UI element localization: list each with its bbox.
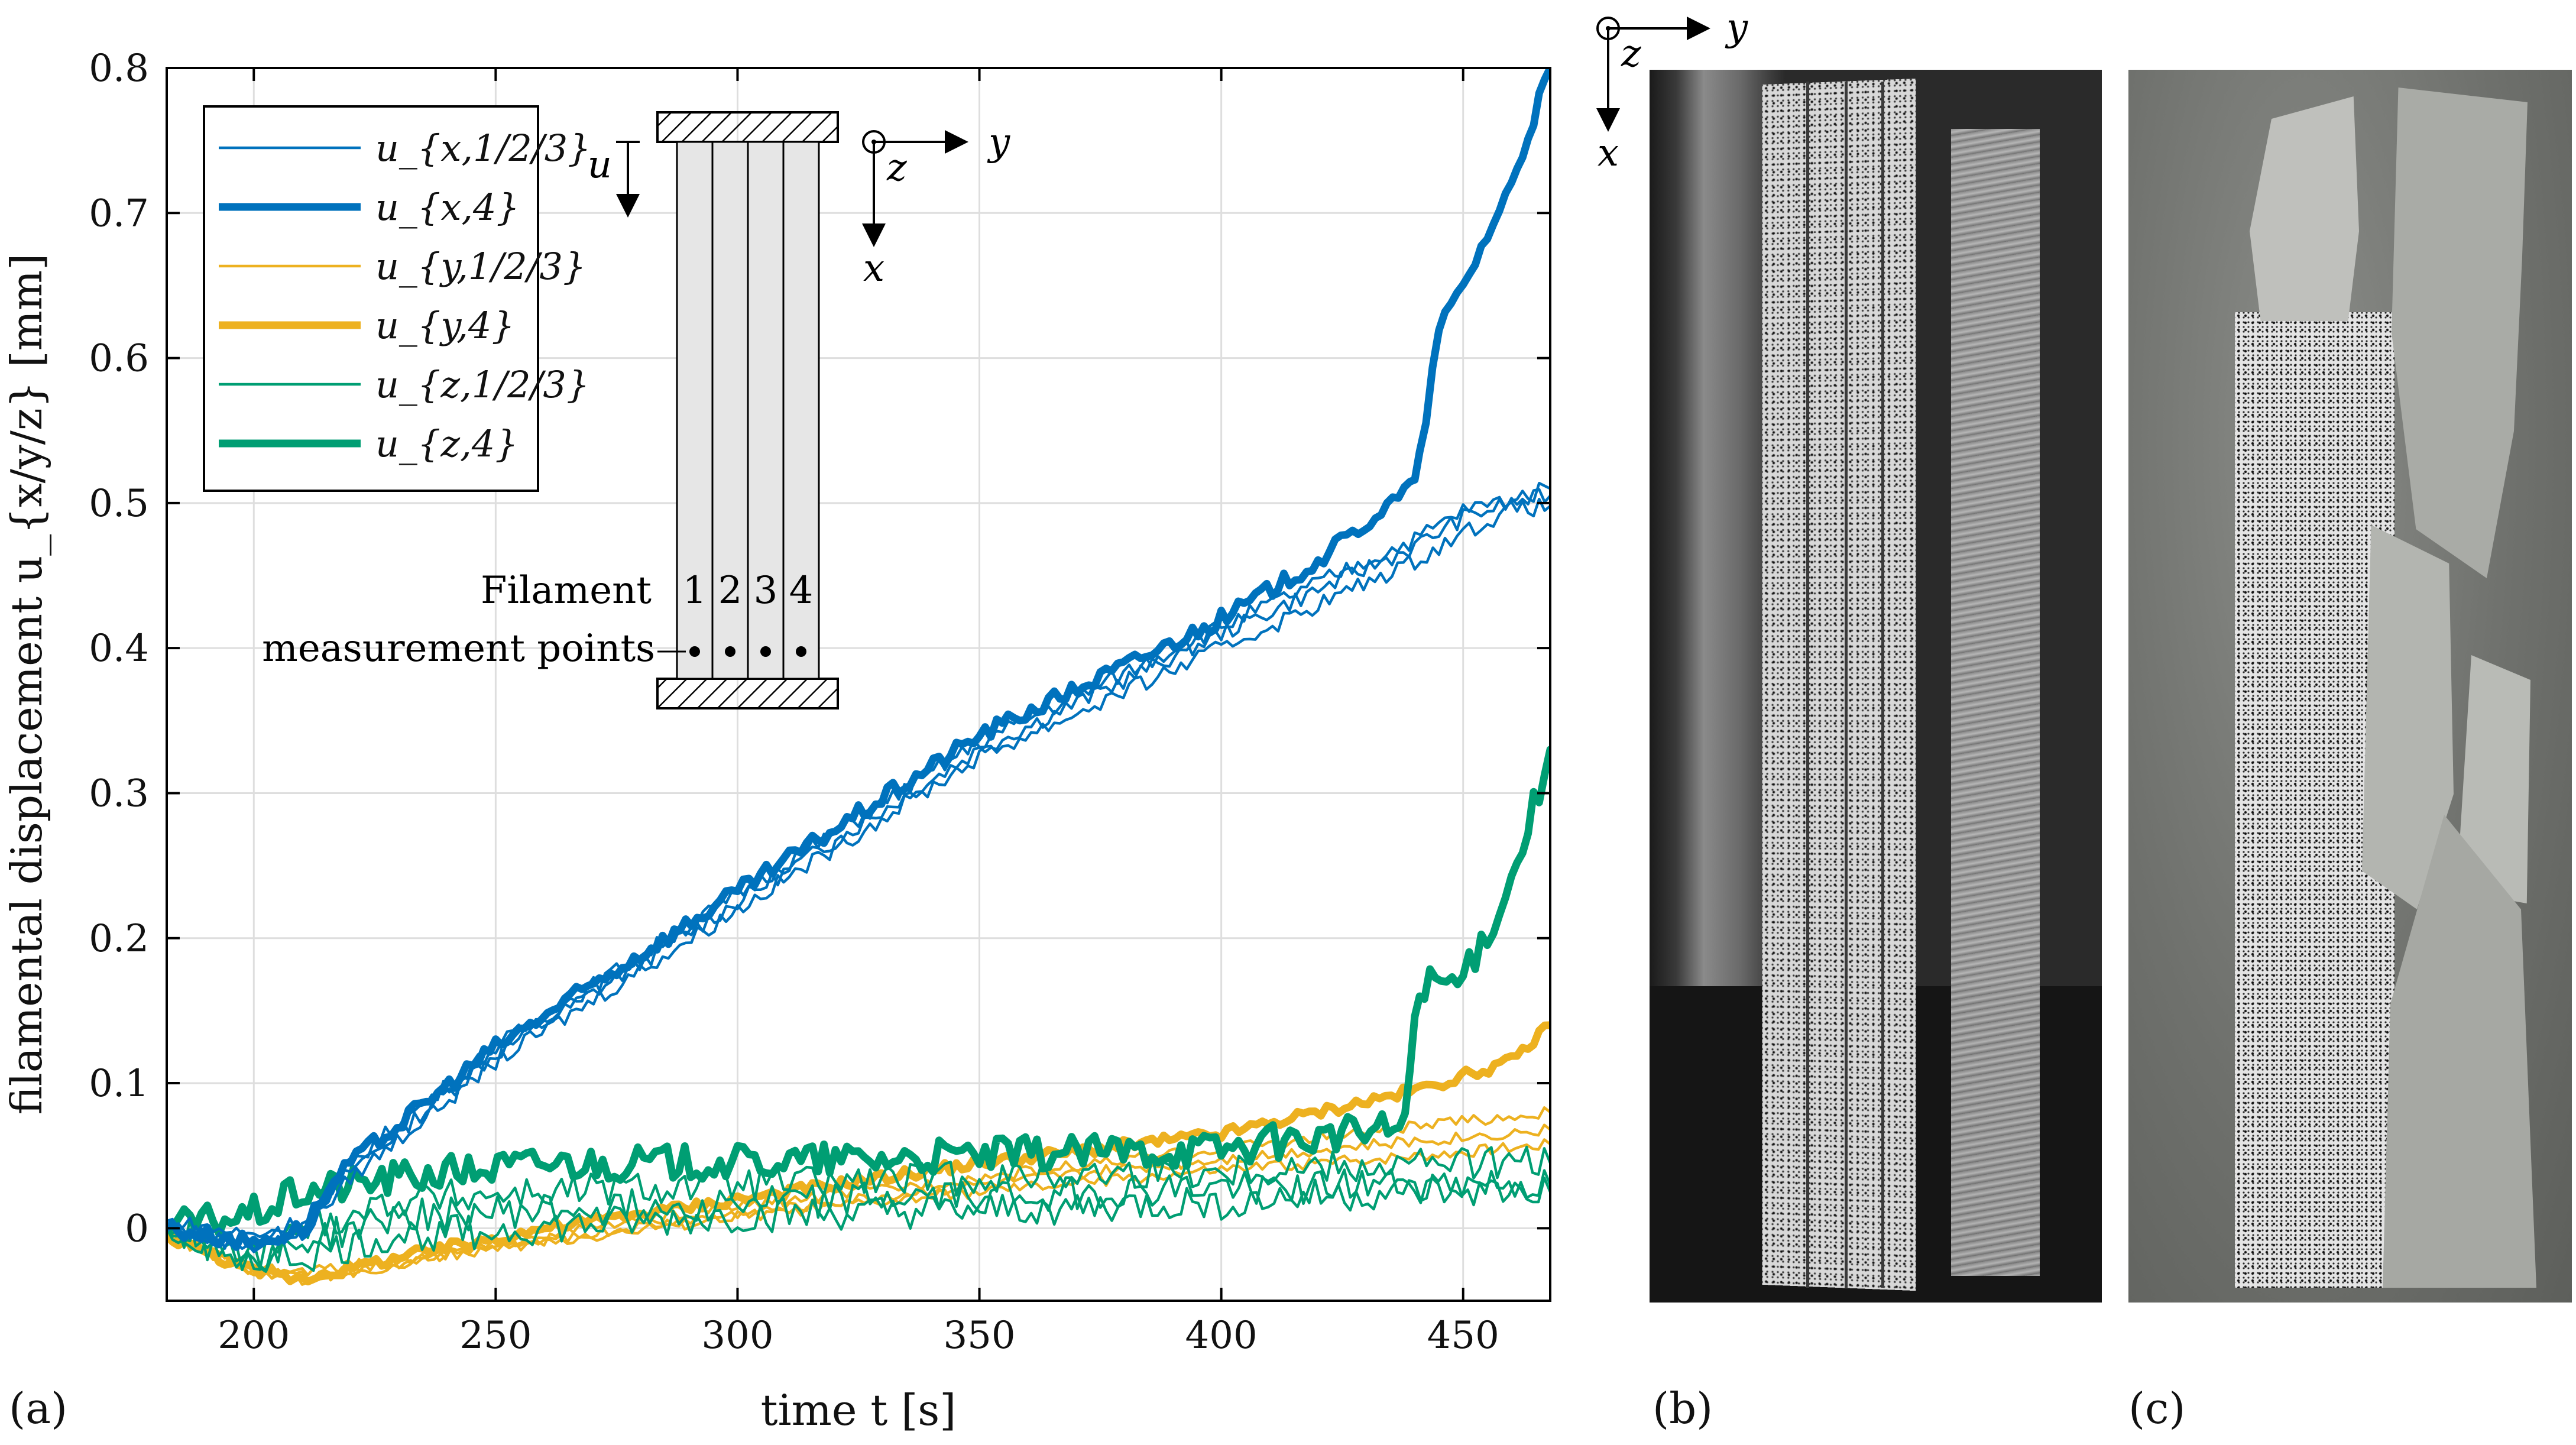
bottom-clamp bbox=[656, 678, 839, 709]
grid bbox=[167, 67, 1550, 1301]
ticks: 200 250 300 350 400 450 0 0.1 0.2 0.3 0.4 0.5 0.6 0.7… bbox=[89, 47, 1550, 1357]
measurement-point bbox=[760, 646, 771, 657]
x-tick-label: 300 bbox=[701, 1314, 773, 1357]
legend-label: u_{y,4} bbox=[375, 304, 515, 347]
x-tick-label: 250 bbox=[459, 1314, 532, 1357]
x-axis-label: time t [s] bbox=[761, 1385, 957, 1435]
filament-number: 3 bbox=[754, 569, 778, 613]
speckled-specimen bbox=[1762, 78, 1916, 1291]
x-tick-label: 200 bbox=[218, 1314, 290, 1357]
legend-label: u_{x,4} bbox=[375, 186, 520, 229]
legend-box bbox=[203, 105, 539, 492]
fragment-right-top bbox=[2392, 88, 2528, 578]
y-tick-label: 0.2 bbox=[89, 917, 149, 961]
y-tick-label: 0.8 bbox=[89, 47, 149, 90]
y-tick-label: 0 bbox=[125, 1207, 149, 1250]
legend: u_{x,1/2/3} u_{x,4} u_{y,1/2/3} u_{y,4} u_{z… bbox=[203, 105, 591, 492]
fragment-top bbox=[2250, 96, 2359, 321]
photo-fractured-specimen bbox=[2128, 70, 2572, 1303]
measurement-points-label: measurement points bbox=[262, 627, 655, 670]
legend-label: u_{z,4} bbox=[375, 422, 519, 465]
measurement-point bbox=[689, 646, 700, 657]
y-tick-label: 0.4 bbox=[89, 627, 149, 670]
panel-label-c: (c) bbox=[2128, 1384, 2186, 1433]
inset-z-label: z bbox=[886, 146, 908, 190]
y-tick-label: 0.3 bbox=[89, 772, 149, 815]
series-line bbox=[167, 746, 1550, 1237]
legend-label: u_{x,1/2/3} bbox=[375, 127, 591, 170]
series-line bbox=[167, 1168, 1550, 1272]
inset-x-label: x bbox=[863, 247, 884, 290]
specimen-inset: u y z x Filament 1 2 3 4 measurement poi… bbox=[262, 111, 1010, 709]
y-tick-label: 0.6 bbox=[89, 337, 149, 381]
series-line bbox=[167, 1145, 1550, 1271]
filament-number: 4 bbox=[789, 569, 814, 613]
series-group bbox=[167, 68, 1550, 1286]
plot-frame bbox=[166, 67, 1551, 1302]
series-line bbox=[167, 68, 1550, 1251]
filament-number: 2 bbox=[718, 569, 743, 613]
panel-label-b: (b) bbox=[1652, 1384, 1713, 1433]
side-filament-blur bbox=[1951, 129, 2040, 1276]
y-tick-label: 0.5 bbox=[89, 482, 149, 526]
series-line bbox=[167, 497, 1550, 1253]
photo-y-label: y bbox=[1725, 6, 1748, 50]
measurement-point bbox=[796, 646, 806, 657]
legend-label: u_{y,1/2/3} bbox=[375, 245, 586, 288]
filament-label: Filament bbox=[481, 569, 652, 613]
inset-displacement-label: u bbox=[588, 143, 612, 187]
y-tick-label: 0.7 bbox=[89, 192, 149, 235]
series-line bbox=[167, 1177, 1550, 1273]
top-clamp bbox=[656, 111, 839, 143]
series-line bbox=[167, 1123, 1550, 1281]
photo-dic-specimen bbox=[1650, 70, 2102, 1303]
specimen-groove bbox=[1881, 82, 1884, 1288]
specimen-groove bbox=[1806, 82, 1809, 1288]
legend-label: u_{z,1/2/3} bbox=[375, 363, 589, 406]
x-tick-label: 350 bbox=[943, 1314, 1015, 1357]
specimen-groove bbox=[1845, 82, 1848, 1288]
x-tick-label: 450 bbox=[1427, 1314, 1499, 1357]
x-tick-label: 400 bbox=[1185, 1314, 1258, 1357]
filament-number: 1 bbox=[683, 569, 707, 613]
photo-x-label: x bbox=[1598, 131, 1619, 175]
photo-z-label: z bbox=[1621, 32, 1642, 76]
y-tick-label: 0.1 bbox=[89, 1062, 149, 1106]
inset-y-label: y bbox=[987, 121, 1010, 164]
y-axis-label: filamental displacement u_{x/y/z} [mm] bbox=[2, 254, 51, 1114]
measurement-point bbox=[725, 646, 735, 657]
panel-label-a: (a) bbox=[9, 1384, 68, 1433]
photo-coordinate-system: y z x bbox=[1596, 6, 1748, 175]
